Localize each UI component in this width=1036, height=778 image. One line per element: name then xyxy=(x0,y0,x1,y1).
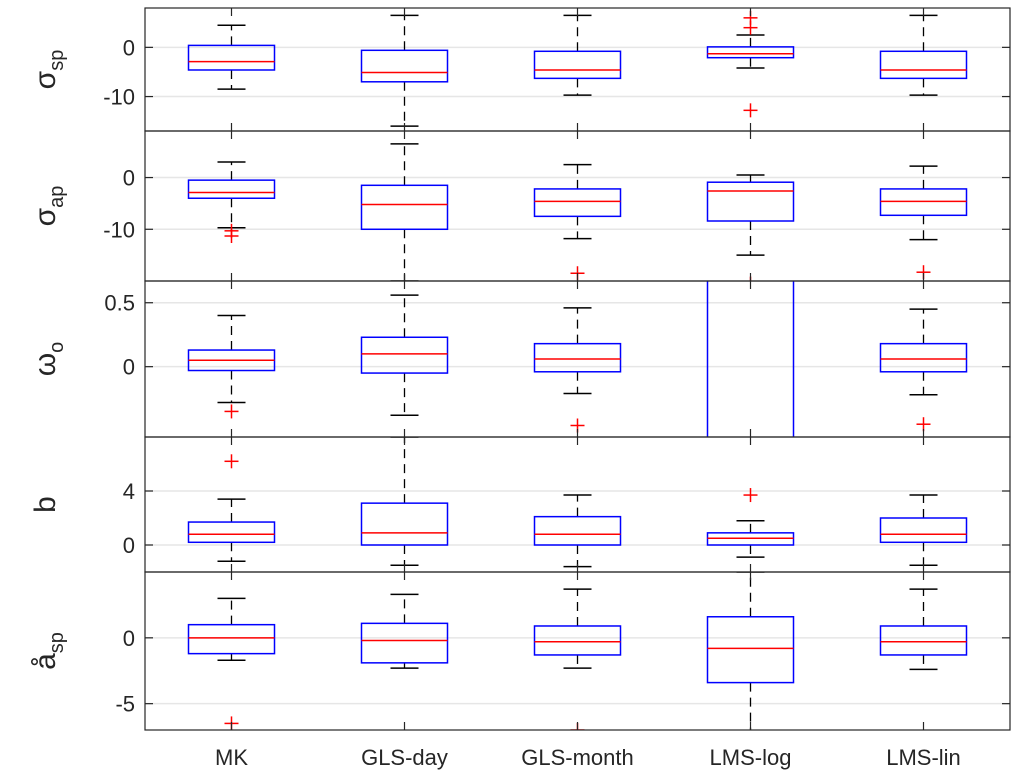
box-iqr xyxy=(879,517,968,544)
y-axis-label: ωo xyxy=(29,342,68,377)
outlier-marker xyxy=(224,404,239,419)
box-iqr xyxy=(533,342,622,373)
box-gls-month xyxy=(533,588,622,730)
y-tick-label: 0 xyxy=(123,35,135,60)
box-iqr xyxy=(706,181,795,222)
box-gls-day xyxy=(360,437,449,566)
box-gls-day xyxy=(360,14,449,127)
y-tick-label: -10 xyxy=(103,217,135,242)
panel-content xyxy=(187,143,968,281)
box-iqr xyxy=(533,625,622,656)
box-mk xyxy=(187,597,276,730)
panel-content xyxy=(187,281,968,437)
y-axis-label-subscript: sp xyxy=(46,50,68,71)
panel-4: 4 0 b xyxy=(29,436,1011,573)
x-tick-label: LMS-log xyxy=(710,745,792,770)
panel-2: 0 -10 σap xyxy=(29,130,1011,282)
y-tick-label: -5 xyxy=(115,692,135,717)
box-iqr xyxy=(187,44,276,71)
x-tick-label: MK xyxy=(215,745,248,770)
box-gls-month xyxy=(533,307,622,433)
y-tick-label: 0 xyxy=(123,533,135,558)
box-iqr xyxy=(533,50,622,80)
y-axis-label-main: σ xyxy=(29,207,62,226)
box-lms-lin xyxy=(879,494,968,566)
y-tick-label: 0 xyxy=(123,166,135,191)
outlier-marker xyxy=(743,20,758,35)
panel-content xyxy=(187,572,968,730)
outlier-marker xyxy=(743,488,758,503)
x-tick-label: LMS-lin xyxy=(886,745,961,770)
box-mk xyxy=(187,24,276,90)
box-gls-day xyxy=(360,294,449,417)
y-axis-label-subscript: o xyxy=(46,342,68,353)
y-axis-label-subscript: ap xyxy=(46,186,68,208)
box-mk xyxy=(187,454,276,562)
box-iqr xyxy=(533,515,622,546)
box-lms-log xyxy=(706,174,795,281)
box-lms-log xyxy=(706,281,795,437)
box-mk xyxy=(187,314,276,419)
outlier-marker xyxy=(916,417,931,432)
box-iqr xyxy=(879,188,968,217)
y-tick-label: -10 xyxy=(103,85,135,110)
y-axis-label: b xyxy=(29,496,62,513)
box-lms-lin xyxy=(879,165,968,280)
box-iqr xyxy=(879,625,968,656)
x-axis: MK GLS-day GLS-month LMS-log LMS-lin xyxy=(215,745,961,770)
y-axis-label-main: σ xyxy=(29,70,62,89)
box-mk xyxy=(187,161,276,243)
box-iqr xyxy=(706,46,795,59)
box-iqr xyxy=(360,184,449,231)
box-iqr xyxy=(187,521,276,544)
box-iqr xyxy=(533,188,622,218)
box-lms-lin xyxy=(879,308,968,432)
panel-3: 0.5 0 ωo xyxy=(29,280,1011,438)
box-iqr xyxy=(879,50,968,80)
panel-1: 0 -10 σsp xyxy=(29,7,1011,132)
y-tick-label: 0 xyxy=(123,355,135,380)
y-axis-label: σsp xyxy=(29,50,68,90)
box-iqr xyxy=(360,502,449,546)
box-iqr xyxy=(879,342,968,373)
box-iqr xyxy=(706,281,795,437)
box-lms-log xyxy=(706,488,795,558)
x-tick-label: GLS-day xyxy=(361,745,448,770)
x-tick-label: GLS-month xyxy=(521,745,634,770)
y-tick-label: 0 xyxy=(123,626,135,651)
outlier-marker xyxy=(224,229,239,243)
y-axis-label-subscript: sp xyxy=(46,632,68,653)
box-gls-month xyxy=(533,163,622,281)
box-iqr xyxy=(360,622,449,664)
y-axis-label-main: b xyxy=(29,496,62,513)
box-gls-month xyxy=(533,494,622,568)
outlier-marker xyxy=(224,454,239,469)
y-tick-label: 4 xyxy=(123,479,135,504)
box-iqr xyxy=(706,616,795,684)
outlier-marker xyxy=(743,103,758,118)
box-iqr xyxy=(187,623,276,655)
panel-content xyxy=(187,437,968,568)
y-axis-label: åsp xyxy=(29,632,68,670)
y-axis-label-main: å xyxy=(29,653,62,670)
panel-5: 0 -5 åsp xyxy=(29,571,1011,731)
box-gls-day xyxy=(360,593,449,669)
box-iqr xyxy=(187,179,276,199)
box-gls-month xyxy=(533,14,622,96)
y-tick-label: 0.5 xyxy=(104,291,135,316)
box-lms-log xyxy=(706,572,795,730)
panel-content xyxy=(187,10,968,127)
box-iqr xyxy=(360,336,449,374)
box-lms-lin xyxy=(879,588,968,671)
y-axis-label: σap xyxy=(29,186,68,227)
box-lms-log xyxy=(706,10,795,118)
box-iqr xyxy=(360,49,449,83)
box-gls-day xyxy=(360,143,449,281)
box-lms-lin xyxy=(879,14,968,96)
y-axis-label-main: ω xyxy=(29,353,62,376)
